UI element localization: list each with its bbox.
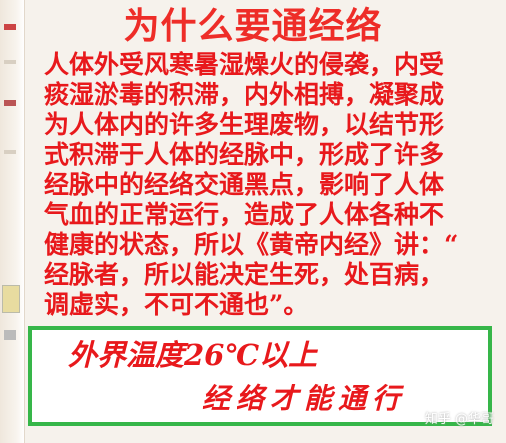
body-line: 气血的正常运行，造成了人体各种不 [44, 200, 445, 229]
strip-mark [4, 330, 16, 340]
body-line: 为人体内的许多生理废物，以结节形 [44, 110, 445, 139]
page-title: 为什么要通经络 [123, 5, 383, 47]
strip-mark [4, 150, 16, 154]
strip-mark [4, 100, 16, 106]
body-line: 调虚实，不可不通也”。 [44, 290, 309, 319]
strip-mark [4, 60, 16, 64]
left-edge-strip [0, 0, 25, 443]
body-line: 经脉中的经络交通黑点，影响了人体 [44, 170, 445, 199]
temperature-note: 外界温度26℃以上 [68, 338, 318, 372]
body-line: 健康的状态，所以《黄帝内经》讲：“ [44, 230, 459, 259]
body-line: 式积滞于人体的经脉中，形成了许多 [44, 140, 445, 169]
meridian-note: 经络才能通行 [202, 382, 407, 415]
body-line: 痰湿淤毒的积滞，内外相搏，凝聚成 [44, 80, 445, 109]
body-paragraph: 人体外受风寒暑湿燥火的侵袭，内受 痰湿淤毒的积滞，内外相搏，凝聚成 为人体内的许… [44, 50, 482, 320]
highlight-box: 外界温度26℃以上 经络才能通行 [28, 326, 492, 426]
strip-mark [2, 285, 20, 313]
body-line: 人体外受风寒暑湿燥火的侵袭，内受 [44, 50, 445, 79]
body-line: 经脉者，所以能决定生死，处百病， [44, 260, 445, 289]
watermark: 知乎 @华哥 [424, 412, 494, 427]
strip-mark [4, 24, 16, 30]
